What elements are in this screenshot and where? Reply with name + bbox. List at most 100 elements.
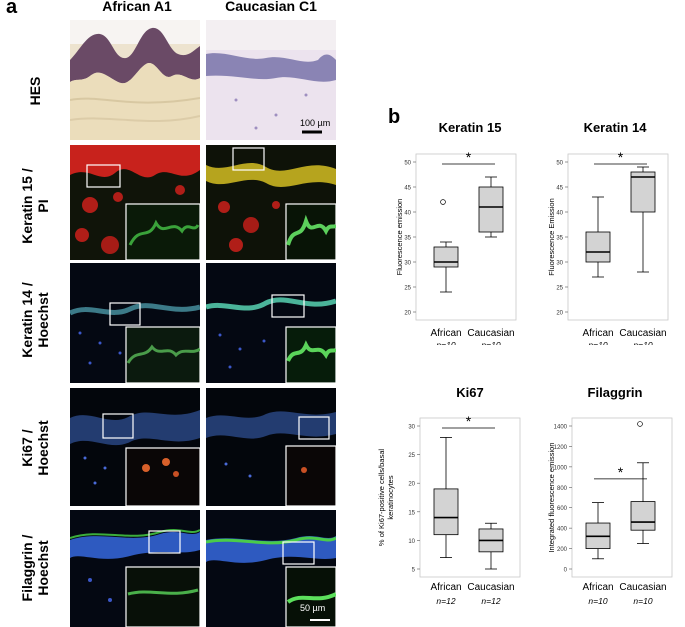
y-tick-label: 200 [557,547,568,553]
y-axis-label: Fluorescence Emission [547,198,556,276]
category-label: Caucasian [619,582,666,593]
row-label-hes: HES [27,56,43,126]
micrograph-ki67-caucasian [206,388,336,506]
row-label-ki67-line2: Hoechst [35,420,51,476]
plot-frame [415,153,517,321]
micrograph-ki67-african [70,388,200,506]
n-label: n=10 [588,596,607,606]
y-tick-label: 50 [556,161,563,167]
row-label-filaggrin: Filaggrin / Hoechst [19,513,51,623]
micrograph-hes-african [70,20,200,140]
y-tick-label: 45 [556,186,563,192]
n-label: n=10 [481,340,500,345]
y-tick-label: 40 [404,211,411,217]
y-tick-label: 35 [556,236,563,242]
n-label: n=10 [436,340,455,345]
y-tick-label: 25 [408,453,415,459]
category-label: Caucasian [467,582,514,593]
y-tick-label: 20 [408,482,415,488]
significance-star: * [466,413,472,429]
boxplot-ki67: 5 10 15 20 25 30 % of Ki67-positive cells/basa… [377,413,521,606]
row-label-filaggrin-line2: Hoechst [35,540,51,596]
box-iqr [585,231,611,263]
y-axis-label-line2: keratinocytes [386,475,395,519]
y-tick-label: 0 [564,568,568,574]
chart-title-keratin14: Keratin 14 [583,120,647,135]
significance-star: * [466,149,472,165]
row-label-ki67: Ki67 / Hoechst [19,393,51,503]
y-tick-label: 1000 [554,465,568,471]
box-iqr [433,488,459,536]
row-label-keratin14-line2: Hoechst [35,292,51,348]
y-tick-label: 30 [556,261,563,267]
micrograph-keratin15-caucasian [206,145,336,260]
n-label: n=10 [633,596,652,606]
box-iqr [630,171,656,213]
plot-frame [419,417,521,578]
y-tick-label: 1200 [554,445,568,451]
n-label: n=10 [588,340,607,345]
y-axis-label: Fluorescence emission [395,199,404,276]
row-label-keratin15-line2: PI [35,199,51,213]
row-label-keratin15: Keratin 15 / PI [19,151,51,261]
category-label: African [582,582,613,593]
boxplot-filaggrin: 0 200 400 600 800 1000 1200 1400 Integrated fluo… [547,417,673,606]
y-tick-label: 20 [404,311,411,317]
y-tick-label: 15 [408,510,415,516]
row-label-hes-text: HES [27,76,43,106]
micrograph-keratin15-african [70,145,200,260]
chart-title-ki67: Ki67 [456,385,484,400]
row-label-filaggrin-line1: Filaggrin / [19,534,35,602]
row-label-keratin14-line1: Keratin 14 / [19,282,35,358]
y-tick-label: 40 [556,211,563,217]
y-tick-label: 5 [412,568,416,574]
row-label-keratin14: Keratin 14 / Hoechst [19,265,51,375]
micrograph-hes-caucasian [206,20,336,140]
y-tick-label: 50 [404,161,411,167]
significance-star: * [618,464,624,480]
micrograph-keratin14-caucasian [206,263,336,383]
box-iqr [630,501,656,531]
boxplot-keratin14: 20 25 30 35 40 45 50 Fluorescence Emission Afric… [547,149,669,345]
panel-letter-b: b [388,106,401,128]
scalebar-label-top: 100 µm [300,118,331,128]
y-tick-label: 30 [404,261,411,267]
y-tick-label: 30 [408,425,415,431]
micrograph-filaggrin-african [70,510,200,627]
micrograph-filaggrin-caucasian [206,510,336,627]
outlier-point [637,421,643,427]
y-tick-label: 25 [556,286,563,292]
plot-frame [571,417,673,578]
row-label-keratin15-line1: Keratin 15 / [19,168,35,244]
category-label: African [582,328,613,339]
micrograph-keratin14-african [70,263,200,383]
category-label: Caucasian [619,328,666,339]
category-label: Caucasian [467,328,514,339]
chart-title-filaggrin: Filaggrin [587,385,643,400]
category-label: African [430,582,461,593]
column-header-caucasian: Caucasian C1 [225,0,317,14]
column-header-african: African A1 [102,0,172,14]
y-tick-label: 20 [556,311,563,317]
chart-title-keratin15: Keratin 15 [438,120,502,135]
n-label: n=12 [481,596,500,606]
y-tick-label: 600 [557,506,568,512]
y-tick-label: 45 [404,186,411,192]
outlier-point [440,199,446,205]
n-label: n=10 [633,340,652,345]
y-tick-label: 25 [404,286,411,292]
significance-star: * [618,149,624,165]
row-label-ki67-line1: Ki67 / [19,429,35,467]
n-label: n=12 [436,596,455,606]
y-tick-label: 1400 [554,425,568,431]
scalebar-label-bottom: 50 µm [300,603,326,613]
category-label: African [430,328,461,339]
y-axis-label: Integrated fluorescence emission [547,442,556,552]
panel-letter-a: a [6,0,18,18]
y-tick-label: 800 [557,486,568,492]
box-iqr [433,246,459,268]
y-tick-label: 400 [557,527,568,533]
boxplot-keratin15: 20 25 30 35 40 45 50 Fluorescence emission Afric… [395,149,517,345]
y-axis-label-line1: % of Ki67-positive cells/basal [377,449,386,546]
y-tick-label: 10 [408,539,415,545]
